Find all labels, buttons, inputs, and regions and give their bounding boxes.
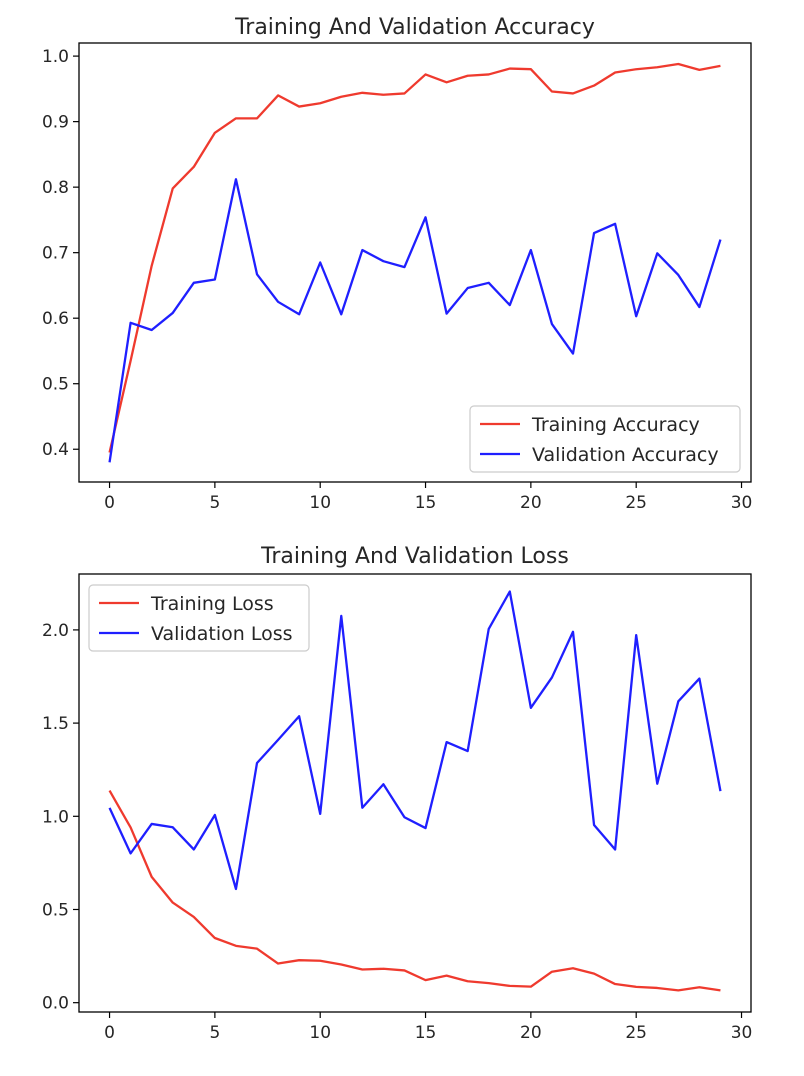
legend: Training Accuracy Validation Accuracy	[469, 405, 741, 473]
y-tick-label: 0.7	[42, 244, 69, 264]
series-line-validation-loss	[108, 590, 722, 891]
x-tick-label: 0	[104, 493, 115, 513]
legend-box	[469, 405, 741, 473]
y-tick-label: 0.4	[42, 440, 69, 460]
x-tick-label: 25	[625, 493, 647, 513]
x-tick-label: 30	[731, 493, 753, 513]
x-tick-label: 10	[309, 1023, 331, 1043]
x-tick-label: 0	[104, 1023, 115, 1043]
x-tick-label: 25	[625, 1023, 647, 1043]
y-tick-label: 1.0	[42, 47, 69, 67]
x-tick-label: 30	[731, 1023, 753, 1043]
x-tick-label: 10	[309, 493, 331, 513]
subplot-2: Training And Validation Loss 0 5 10 15 20 25 30…	[42, 544, 752, 1043]
legend-box	[88, 584, 310, 652]
x-tick-label: 15	[415, 1023, 437, 1043]
x-tick-label: 20	[520, 493, 542, 513]
legend-label: Training Accuracy	[531, 414, 700, 436]
x-tick-label: 5	[209, 493, 220, 513]
x-tick-label: 5	[209, 1023, 220, 1043]
y-tick-label: 0.5	[42, 900, 69, 920]
y-tick-label: 0.8	[42, 178, 69, 198]
axes-frame	[78, 42, 752, 483]
chart-title: Training And Validation Accuracy	[234, 15, 595, 40]
y-tick-label: 0.5	[42, 375, 69, 395]
legend: Training Loss Validation Loss	[88, 584, 310, 652]
y-tick-label: 0.6	[42, 309, 69, 329]
legend-label: Validation Loss	[151, 623, 293, 645]
y-tick-label: 1.5	[42, 714, 69, 734]
axes-frame	[78, 573, 752, 1013]
legend-label: Validation Accuracy	[532, 444, 719, 466]
y-tick-label: 2.0	[42, 621, 69, 641]
y-tick-label: 0.9	[42, 113, 69, 133]
chart-title: Training And Validation Loss	[260, 544, 569, 569]
y-tick-label: 0.0	[42, 994, 69, 1014]
x-tick-label: 20	[520, 1023, 542, 1043]
series-line-validation-accuracy	[108, 178, 722, 463]
series-line-training-accuracy	[108, 62, 721, 453]
subplot-1: Training And Validation Accuracy 0 5 10 15 20…	[42, 15, 752, 513]
series-line-training-loss	[108, 790, 721, 992]
legend-label: Training Loss	[150, 593, 274, 615]
y-tick-label: 1.0	[42, 807, 69, 827]
x-tick-label: 15	[415, 493, 437, 513]
